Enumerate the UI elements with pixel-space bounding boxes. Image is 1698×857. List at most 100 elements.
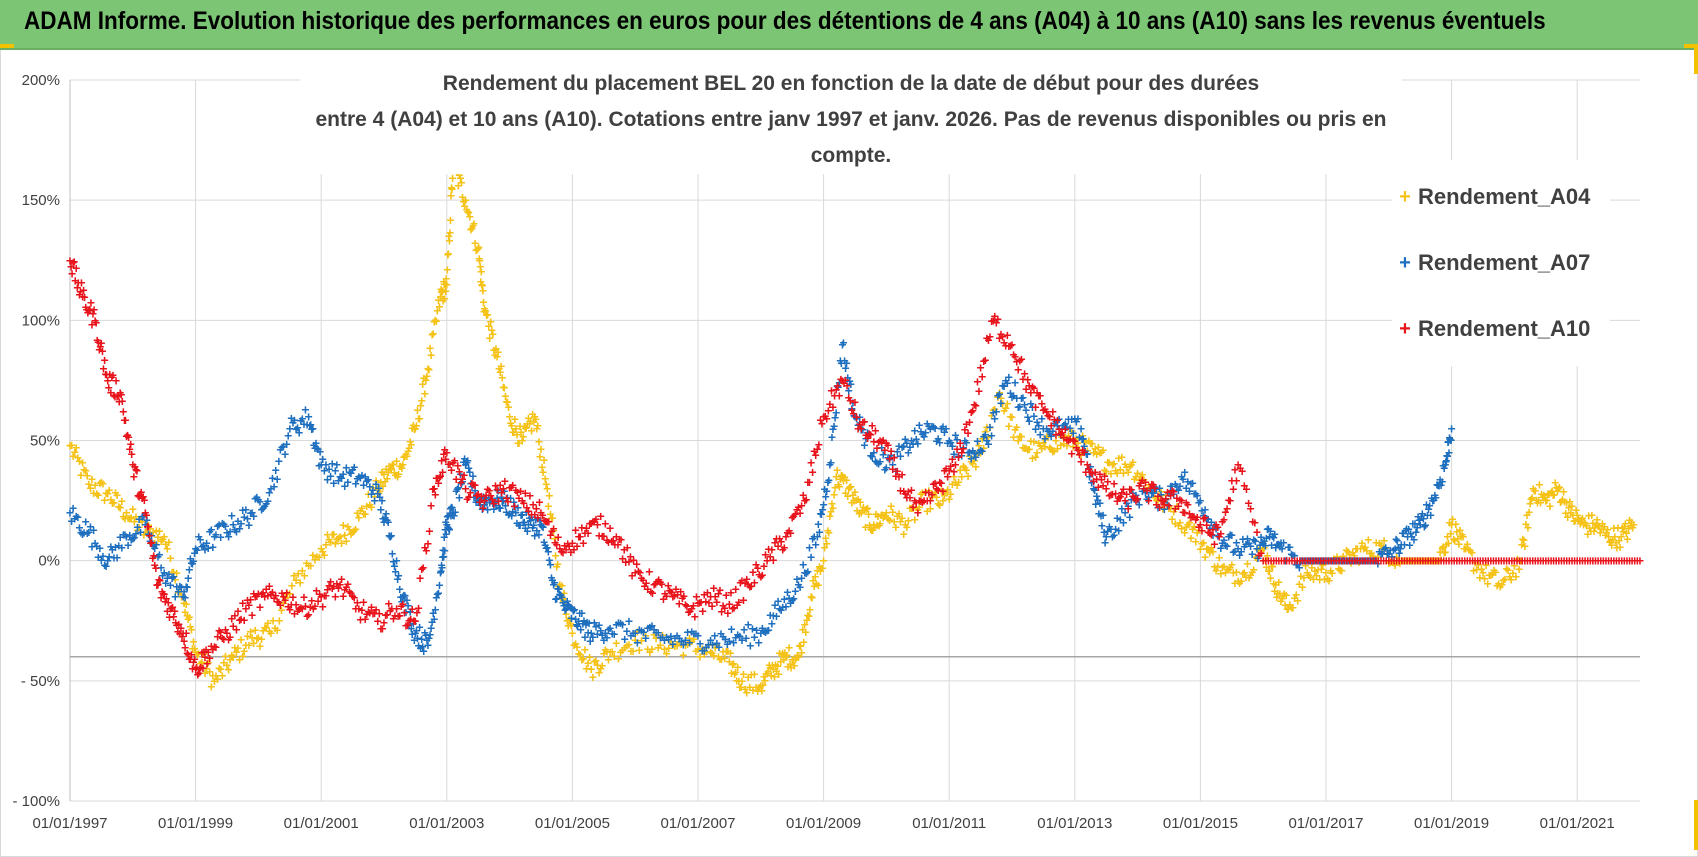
data-point: + bbox=[800, 634, 808, 650]
data-point: + bbox=[314, 441, 322, 457]
data-point: + bbox=[1031, 449, 1039, 465]
data-point: + bbox=[825, 472, 833, 488]
data-point: + bbox=[294, 565, 302, 581]
data-point: + bbox=[948, 476, 956, 492]
data-point: + bbox=[366, 479, 374, 495]
data-point: + bbox=[479, 294, 487, 310]
data-point: + bbox=[1374, 549, 1382, 565]
data-point: + bbox=[524, 410, 532, 426]
data-point: + bbox=[430, 314, 438, 330]
data-point: + bbox=[1391, 557, 1399, 573]
data-point: + bbox=[660, 641, 668, 657]
data-point: + bbox=[1135, 472, 1143, 488]
data-point: + bbox=[804, 607, 812, 623]
data-point: + bbox=[1333, 549, 1341, 565]
data-point: + bbox=[369, 479, 377, 495]
data-point: + bbox=[779, 645, 787, 661]
data-point: + bbox=[1101, 462, 1109, 478]
data-point: + bbox=[313, 549, 321, 565]
data-point: + bbox=[1530, 482, 1538, 498]
data-point: + bbox=[1000, 403, 1008, 419]
data-point: + bbox=[149, 524, 157, 540]
data-point: + bbox=[989, 402, 997, 418]
data-point: + bbox=[700, 646, 708, 662]
data-point: + bbox=[1024, 442, 1032, 458]
data-point: + bbox=[440, 276, 448, 292]
data-point: + bbox=[1407, 553, 1415, 569]
data-point: + bbox=[1440, 544, 1448, 560]
data-point: + bbox=[586, 649, 594, 665]
data-point: + bbox=[1220, 558, 1228, 574]
data-point: + bbox=[1108, 457, 1116, 473]
data-point: + bbox=[102, 558, 110, 574]
data-point: + bbox=[1137, 469, 1145, 485]
data-point: + bbox=[786, 656, 794, 672]
data-point: + bbox=[1014, 433, 1022, 449]
data-point: + bbox=[1480, 570, 1488, 586]
data-point: + bbox=[818, 560, 826, 576]
data-point: + bbox=[1232, 564, 1240, 580]
data-point: + bbox=[181, 590, 189, 606]
data-point: + bbox=[721, 650, 729, 666]
data-point: + bbox=[562, 606, 570, 622]
data-point: + bbox=[234, 513, 242, 529]
x-tick-label: 01/01/1997 bbox=[32, 815, 107, 832]
data-point: + bbox=[279, 595, 287, 611]
data-point: + bbox=[102, 485, 110, 501]
data-point: + bbox=[593, 657, 601, 673]
data-point: + bbox=[1569, 507, 1577, 523]
data-point: + bbox=[432, 313, 440, 329]
data-point: + bbox=[198, 539, 206, 555]
data-point: + bbox=[201, 665, 209, 681]
data-point: + bbox=[122, 529, 130, 545]
data-point: + bbox=[119, 508, 127, 524]
data-point: + bbox=[1289, 599, 1297, 615]
data-point: + bbox=[369, 482, 377, 498]
data-point: + bbox=[404, 443, 412, 459]
data-point: + bbox=[1044, 429, 1052, 445]
data-point: + bbox=[226, 523, 234, 539]
data-point: + bbox=[986, 329, 994, 345]
data-point: + bbox=[192, 541, 200, 557]
data-point: + bbox=[325, 461, 333, 477]
data-point: + bbox=[268, 470, 276, 486]
data-point: + bbox=[199, 646, 207, 662]
data-point: + bbox=[127, 532, 135, 548]
data-point: + bbox=[401, 448, 409, 464]
data-point: + bbox=[560, 585, 568, 601]
data-point: + bbox=[1533, 495, 1541, 511]
data-point: + bbox=[1265, 563, 1273, 579]
data-point: + bbox=[229, 517, 237, 533]
data-point: + bbox=[679, 647, 687, 663]
data-point: + bbox=[347, 526, 355, 542]
data-point: + bbox=[1366, 545, 1374, 561]
data-point: + bbox=[1214, 558, 1222, 574]
data-point: + bbox=[485, 318, 493, 334]
data-point: + bbox=[168, 564, 176, 580]
data-point: + bbox=[1017, 351, 1025, 367]
data-point: + bbox=[372, 473, 380, 489]
data-point: + bbox=[154, 529, 162, 545]
data-point: + bbox=[410, 421, 418, 437]
data-point: + bbox=[542, 476, 550, 492]
data-point: + bbox=[298, 410, 306, 426]
data-point: + bbox=[737, 679, 745, 695]
data-point: + bbox=[1605, 529, 1613, 545]
data-point: + bbox=[204, 540, 212, 556]
data-point: + bbox=[571, 636, 579, 652]
data-point: + bbox=[827, 454, 835, 470]
data-point: + bbox=[213, 671, 221, 687]
data-point: + bbox=[564, 618, 572, 634]
data-point: + bbox=[995, 384, 1003, 400]
data-point: + bbox=[1099, 442, 1107, 458]
data-point: + bbox=[1519, 531, 1527, 547]
data-point: + bbox=[953, 477, 961, 493]
data-point: + bbox=[399, 589, 407, 605]
data-point: + bbox=[610, 648, 618, 664]
data-point: + bbox=[961, 459, 969, 475]
data-point: + bbox=[1002, 400, 1010, 416]
data-point: + bbox=[380, 466, 388, 482]
data-point: + bbox=[439, 283, 447, 299]
data-point: + bbox=[180, 584, 188, 600]
data-point: + bbox=[1386, 554, 1394, 570]
